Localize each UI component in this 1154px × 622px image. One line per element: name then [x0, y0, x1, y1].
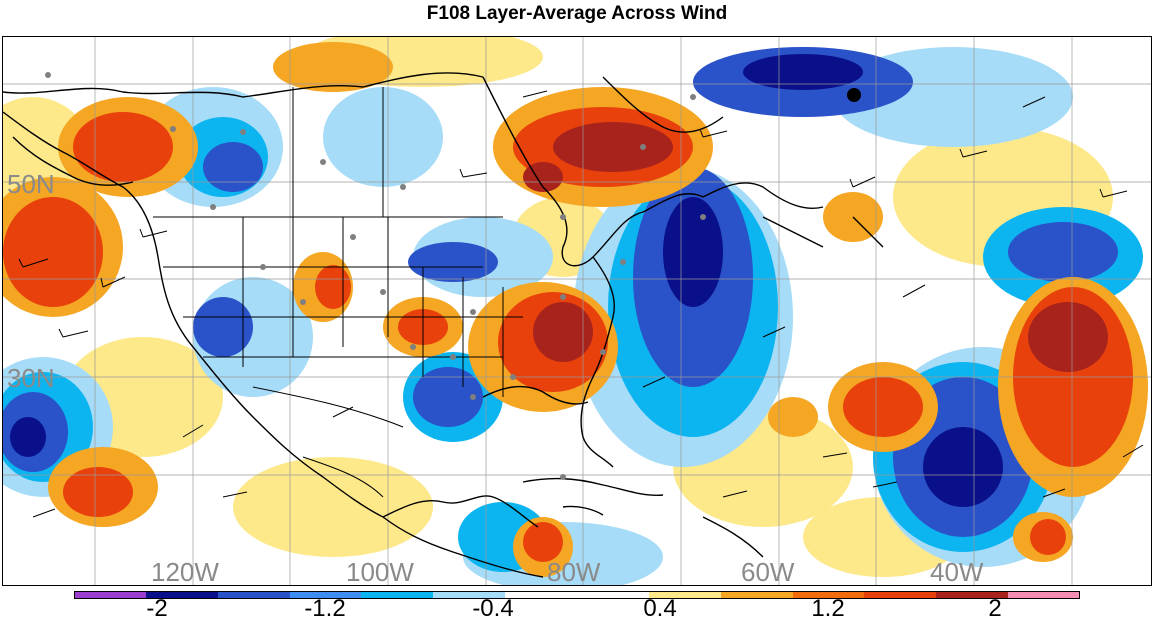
colorbar-label-0-4: 0.4: [643, 595, 677, 622]
colorbar-label-1-2: 1.2: [811, 595, 845, 622]
map-panel: 50N 30N 120W 100W 80W 60W 40W: [2, 36, 1152, 586]
lon-label-120w: 120W: [151, 557, 219, 586]
lat-label-50n: 50N: [7, 169, 55, 199]
coastlines: [3, 72, 884, 578]
lon-label-40w: 40W: [930, 557, 984, 586]
lon-label-60w: 60W: [741, 557, 795, 586]
colorbar-segment: [936, 591, 1009, 599]
lon-label-80w: 80W: [547, 557, 601, 586]
colorbar-segment: [792, 591, 865, 599]
colorbar-segment: [1008, 591, 1081, 599]
colorbar-segment: [145, 591, 219, 599]
colorbar-segment: [577, 591, 650, 599]
lat-label-30n: 30N: [7, 363, 55, 393]
colorbar-segment: [74, 591, 147, 599]
location-marker: [847, 88, 861, 102]
colorbar-segment: [217, 591, 291, 599]
page-title: F108 Layer-Average Across Wind: [426, 3, 728, 24]
wind-barbs: [18, 90, 1144, 518]
color-bar: [74, 591, 1081, 599]
colorbar-label-neg-1-2: -1.2: [304, 595, 346, 622]
field-strong-negative: [10, 54, 1003, 507]
colorbar-label-2: 2: [988, 595, 1002, 622]
colorbar-segment: [864, 591, 937, 599]
lon-label-100w: 100W: [346, 557, 414, 586]
colorbar-segment: [289, 591, 362, 599]
colorbar-segment: [361, 591, 434, 599]
color-bar-frame: [74, 591, 1080, 599]
graticule: [3, 37, 1151, 585]
colorbar-segment: [720, 591, 794, 599]
colorbar-segment: [505, 591, 578, 599]
colorbar-segment: [648, 591, 722, 599]
political-borders: [153, 87, 523, 498]
wind-anomaly-map: [3, 37, 1151, 585]
colorbar-label-neg-2: -2: [146, 595, 168, 622]
colorbar-segment: [433, 591, 506, 599]
colorbar-label-neg-0-4: -0.4: [472, 595, 514, 622]
station-dots: [45, 72, 706, 480]
